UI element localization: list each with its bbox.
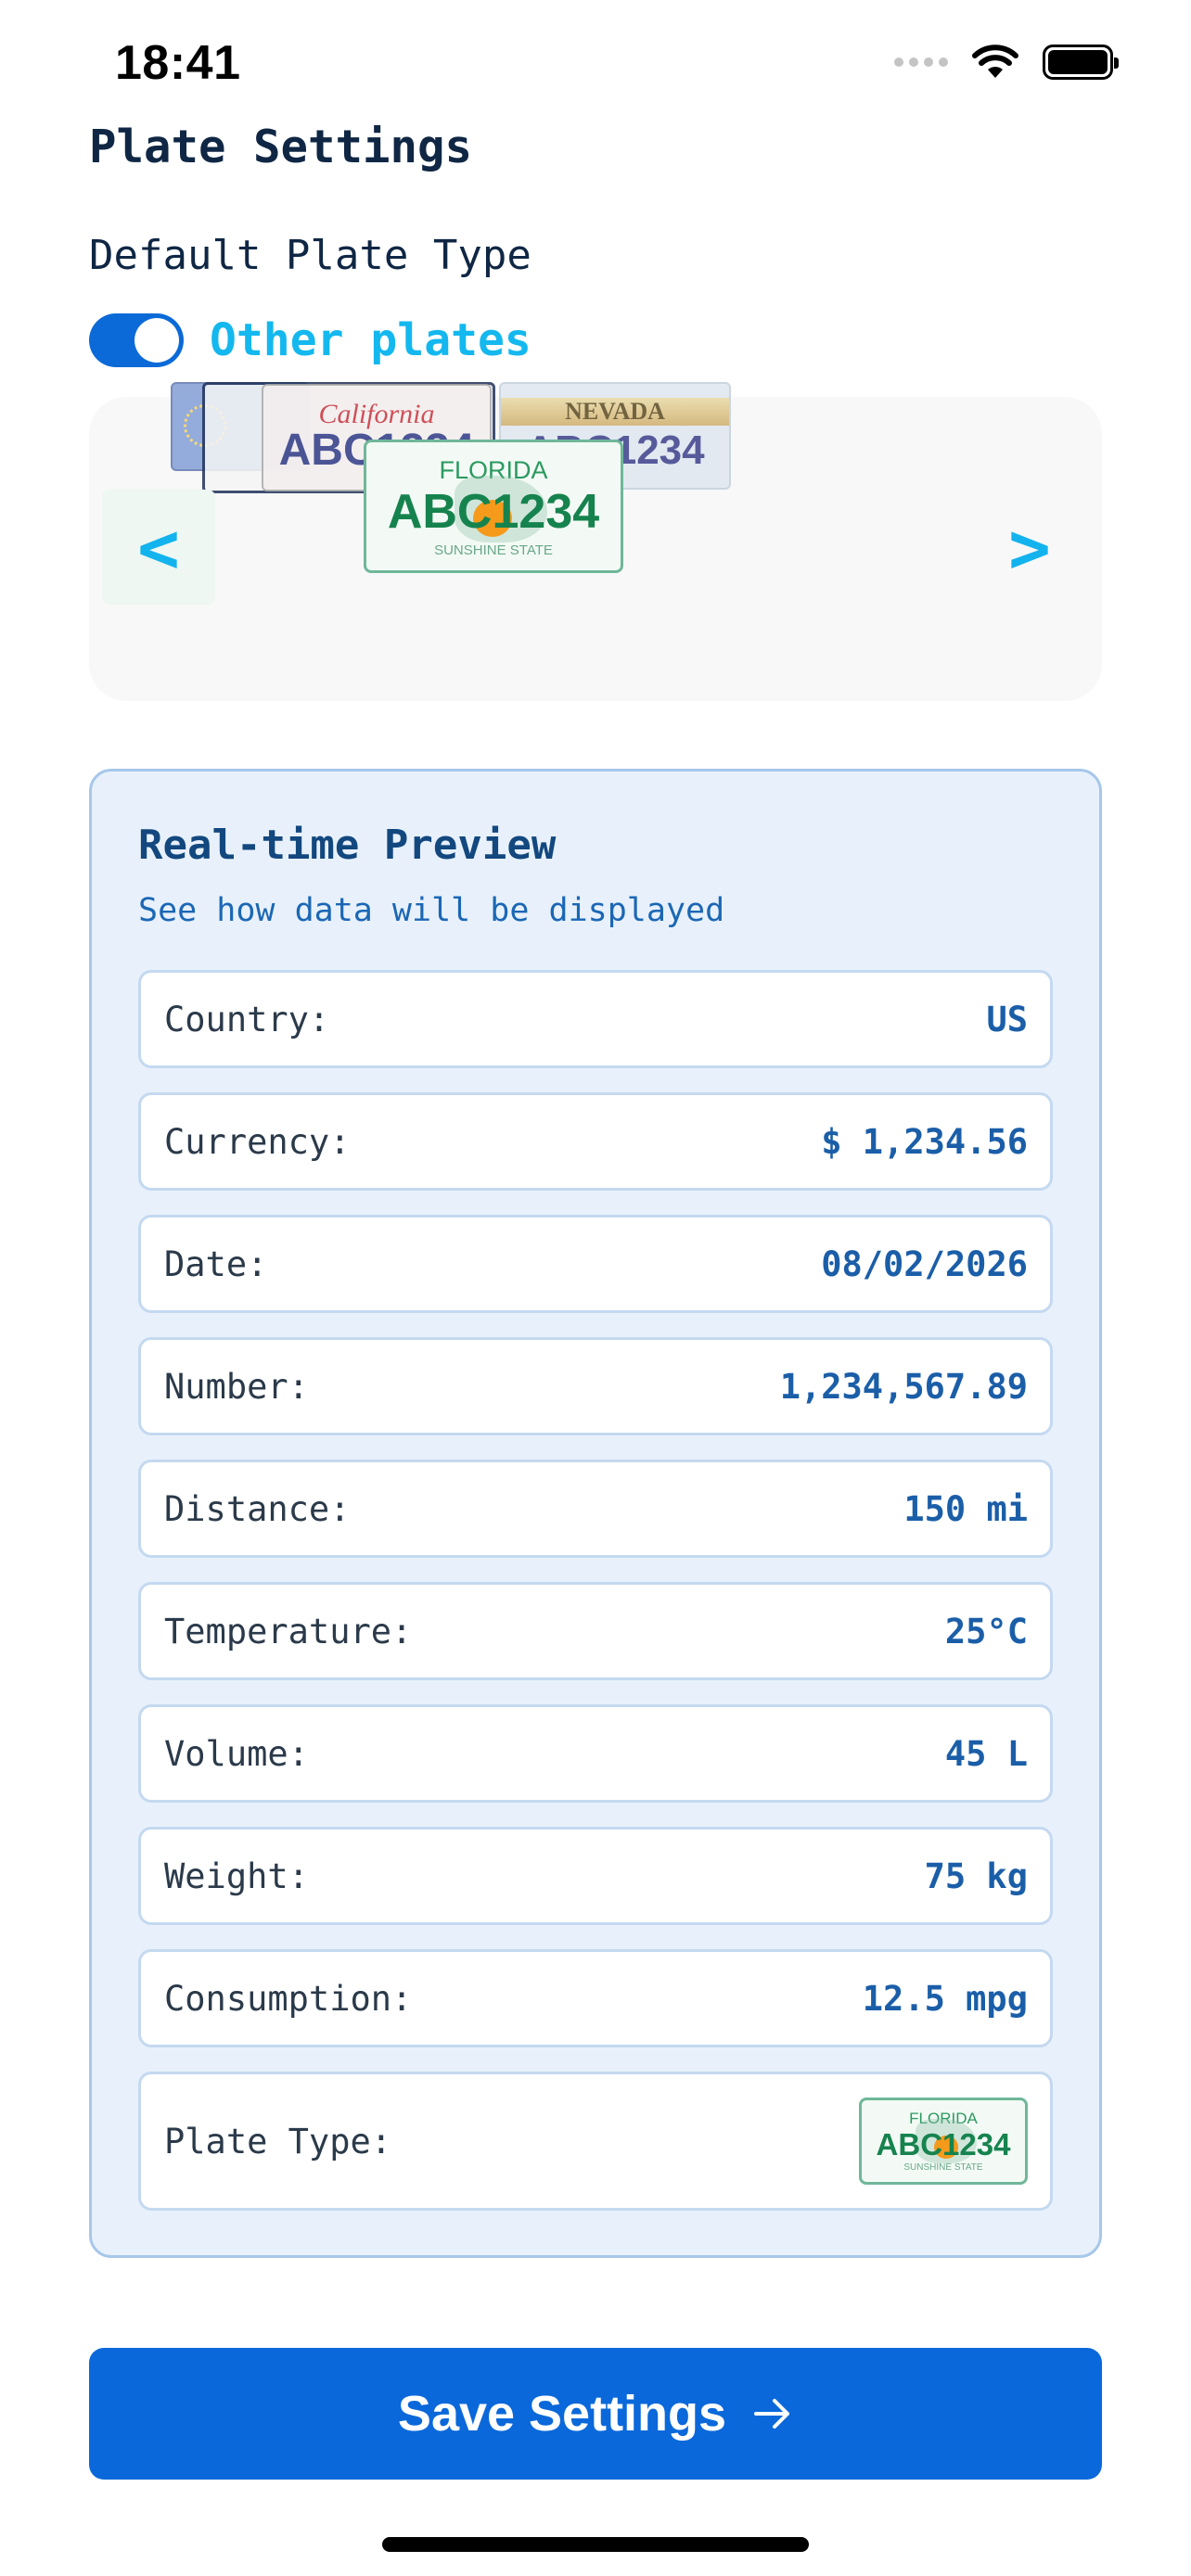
other-plates-toggle-row: Other plates (89, 313, 531, 367)
row-value: US (986, 999, 1028, 1039)
status-icons (894, 45, 1119, 80)
orange-icon (934, 2136, 958, 2159)
row-value: $ 1,234.56 (821, 1121, 1028, 1162)
plate-tagline: SUNSHINE STATE (903, 2162, 983, 2173)
row-label: Plate Type: (164, 2121, 392, 2162)
row-label: Country: (164, 999, 330, 1039)
save-button-label: Save Settings (397, 2386, 727, 2442)
row-label: Consumption: (164, 1978, 413, 2019)
carousel-next-button[interactable]: > (1008, 505, 1051, 589)
preview-row-number: Number: 1,234,567.89 (138, 1337, 1053, 1435)
row-value: 75 kg (924, 1855, 1028, 1896)
row-label: Weight: (164, 1855, 309, 1896)
preview-row-date: Date: 08/02/2026 (138, 1215, 1053, 1313)
plate-tagline: SUNSHINE STATE (434, 542, 553, 558)
preview-row-weight: Weight: 75 kg (138, 1827, 1053, 1925)
home-indicator (382, 2537, 809, 2552)
plate-number: ABC1234 (876, 2127, 1011, 2162)
plate-state: FLORIDA (909, 2110, 978, 2127)
row-label: Number: (164, 1366, 309, 1407)
plate-number: ABC1234 (387, 485, 600, 539)
row-value: 1,234,567.89 (779, 1366, 1028, 1407)
row-label: Volume: (164, 1733, 309, 1774)
row-value: 150 mi (903, 1488, 1028, 1529)
plate-state: FLORIDA (439, 456, 548, 484)
row-value: 08/02/2026 (821, 1243, 1028, 1284)
plate-state: NEVADA (501, 398, 729, 426)
row-label: Date: (164, 1243, 268, 1284)
row-label: Currency: (164, 1121, 351, 1162)
preview-row-temperature: Temperature: 25°C (138, 1582, 1053, 1680)
row-value: 25°C (944, 1611, 1028, 1651)
preview-row-country: Country: US (138, 970, 1053, 1068)
battery-icon (1043, 45, 1119, 80)
default-plate-type-label: Default Plate Type (89, 232, 531, 279)
preview-subtitle: See how data will be displayed (138, 892, 725, 929)
page-title: Plate Settings (89, 121, 473, 173)
save-settings-button[interactable]: Save Settings (89, 2348, 1102, 2480)
realtime-preview-card: Real-time Preview See how data will be d… (89, 769, 1102, 2258)
arrow-right-icon (754, 2399, 790, 2429)
cellular-signal-icon (894, 57, 948, 67)
status-time: 18:41 (115, 36, 241, 90)
orange-icon (473, 500, 512, 537)
preview-row-currency: Currency: $ 1,234.56 (138, 1092, 1053, 1191)
carousel-prev-button[interactable]: < (102, 490, 215, 605)
row-value: 12.5 mpg (862, 1978, 1028, 2019)
preview-row-distance: Distance: 150 mi (138, 1460, 1053, 1558)
row-label: Distance: (164, 1488, 351, 1529)
toggle-label: Other plates (210, 314, 531, 366)
preview-title: Real-time Preview (138, 822, 557, 869)
wifi-icon (972, 45, 1018, 78)
plate-florida-selected[interactable]: FLORIDA ABC1234 SUNSHINE STATE (364, 440, 623, 573)
preview-row-volume: Volume: 45 L (138, 1704, 1053, 1803)
preview-rows: Country: US Currency: $ 1,234.56 Date: 08/0… (138, 970, 1053, 2235)
plate-type-preview: FLORIDA ABC1234 SUNSHINE STATE (859, 2098, 1028, 2185)
toggle-knob (134, 318, 179, 363)
row-label: Temperature: (164, 1611, 413, 1651)
preview-row-plate-type: Plate Type: FLORIDA ABC1234 SUNSHINE STA… (138, 2072, 1053, 2211)
row-value: 45 L (944, 1733, 1028, 1774)
preview-row-consumption: Consumption: 12.5 mpg (138, 1949, 1053, 2047)
plate-state: California (318, 398, 435, 429)
other-plates-toggle[interactable] (89, 313, 184, 367)
